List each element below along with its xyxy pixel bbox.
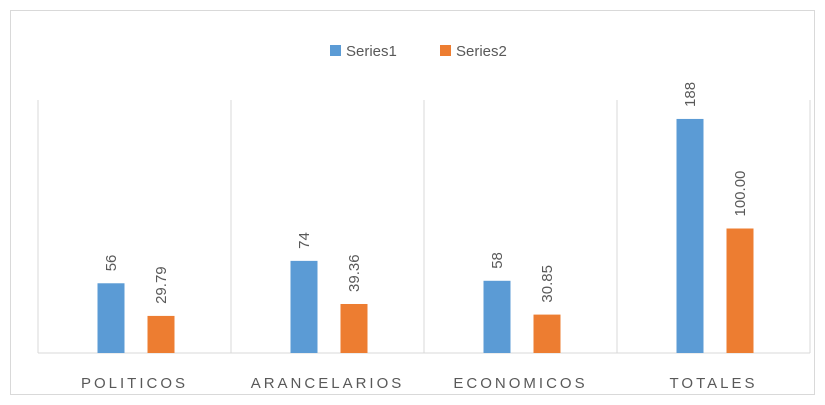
bar [97, 283, 125, 353]
legend-label: Series2 [456, 43, 507, 60]
x-tick-label: ARANCELARIOS [251, 375, 405, 392]
bar [147, 315, 175, 353]
data-label: 100.00 [732, 171, 749, 217]
x-tick-label: POLITICOS [81, 375, 188, 392]
data-label: 56 [103, 255, 120, 272]
bar [533, 314, 561, 353]
bar [483, 280, 511, 353]
bar [290, 260, 318, 353]
legend-swatch [330, 45, 341, 56]
data-label: 58 [489, 252, 506, 269]
legend: Series1 Series2 [330, 43, 507, 60]
x-tick-label: TOTALES [670, 375, 758, 392]
legend-label: Series1 [346, 43, 397, 60]
bar [726, 228, 754, 353]
bar [340, 303, 368, 353]
data-label: 74 [296, 232, 313, 249]
data-label: 29.79 [153, 266, 170, 304]
legend-swatch [440, 45, 451, 56]
data-label: 188 [682, 82, 699, 107]
data-label: 30.85 [539, 265, 556, 303]
bar [676, 118, 704, 353]
x-tick-label: ECONOMICOS [453, 375, 587, 392]
data-label: 39.36 [346, 254, 363, 292]
